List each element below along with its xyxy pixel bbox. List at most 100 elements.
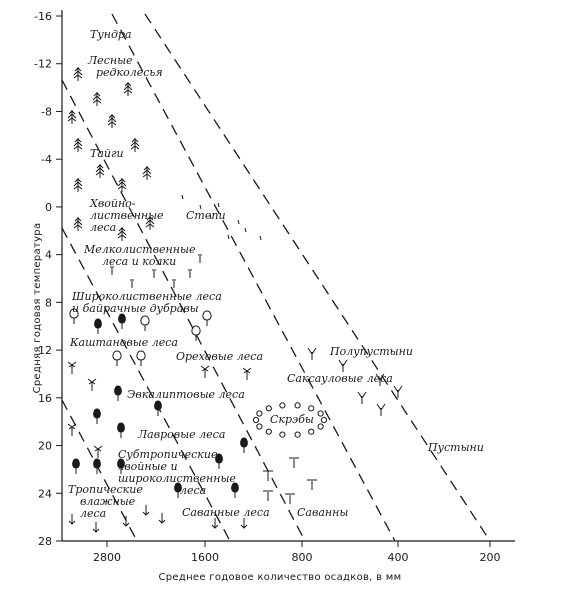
zone-label-eucalyptus: Эвкалиптовые леса [127, 388, 245, 401]
conifer-icon [92, 92, 102, 106]
zone-label-tundra: Тундра [90, 28, 132, 41]
y-tick-label: -16 [34, 10, 52, 23]
x-tick-label: 800 [292, 551, 313, 564]
saxaul-icon [357, 391, 367, 404]
zone-label-taiga: Тайги [90, 147, 124, 160]
conifer-icon [73, 217, 83, 231]
steppe-grass-icon [199, 204, 202, 210]
steppe-grass-icon [217, 202, 220, 208]
palm-icon [87, 378, 97, 391]
conifer-icon [142, 166, 152, 180]
savanna-woodland-icon [240, 518, 248, 529]
vegetation-symbols [67, 67, 403, 533]
conifer-icon [145, 216, 155, 230]
dark-tree-icon [94, 318, 102, 334]
scrub-marker [256, 410, 263, 417]
dark-tree-icon [117, 422, 125, 438]
palm-icon [67, 423, 77, 436]
y-tick-label: -4 [41, 153, 52, 166]
saxaul-icon [376, 403, 386, 416]
birch-icon [130, 279, 134, 288]
birch-icon [188, 269, 192, 278]
zone-label-steppe: Степи [186, 209, 226, 222]
zone-label-chestnut: Каштановые леса [69, 336, 178, 349]
y-tick-label: 8 [45, 296, 52, 309]
saxaul-icon [307, 347, 317, 360]
savanna-woodland-icon [211, 518, 219, 529]
divider-line [111, 13, 396, 542]
dark-tree-icon [118, 313, 126, 329]
divider-line [144, 13, 491, 542]
conifer-icon [73, 178, 83, 192]
zone-label-saxaul: Саксауловые леса [287, 372, 393, 385]
y-tick-label: 0 [45, 201, 52, 214]
y-tick-label: 20 [38, 440, 52, 453]
broadleaf-tree-icon [140, 315, 150, 331]
saxaul-icon [338, 359, 348, 372]
scrub-marker [294, 431, 301, 438]
birch-icon [110, 266, 114, 275]
savanna-tree-icon [307, 479, 317, 490]
dark-tree-icon [72, 458, 80, 474]
zone-label-scrub: Скрэбы [270, 413, 314, 426]
zone-label-small-leaved: Мелколиственные леса и колки [83, 243, 196, 268]
savanna-woodland-icon [68, 514, 76, 525]
zone-label-walnut: Ореховые леса [176, 350, 263, 363]
conifer-icon [123, 82, 133, 96]
broadleaf-tree-icon [202, 310, 212, 326]
zone-dividers [61, 13, 491, 542]
scrub-marker [308, 428, 315, 435]
axes [61, 10, 515, 542]
palm-icon [242, 367, 252, 380]
y-axis-title: Средняя годовая температура [32, 223, 43, 394]
zone-label-tropical: Тропические влажные леса [68, 483, 143, 520]
y-tick-label: 12 [38, 344, 52, 357]
x-tick-label: 2800 [93, 551, 121, 564]
scrub-marker [308, 405, 315, 412]
savanna-woodland-icon [122, 516, 130, 527]
steppe-grass-icon [244, 227, 247, 233]
divider-line [61, 227, 231, 542]
y-tick-label: 28 [38, 535, 52, 548]
dark-tree-icon [231, 482, 239, 498]
conifer-icon [107, 114, 117, 128]
scrub-marker [317, 410, 324, 417]
dark-tree-icon [240, 437, 248, 453]
dark-tree-icon [174, 482, 182, 498]
conifer-icon [117, 178, 127, 192]
zone-label-savanna-woodland: Саванные леса [182, 506, 270, 519]
dark-tree-icon [114, 385, 122, 401]
zone-label-desert: Пустыни [427, 441, 484, 454]
birch-icon [172, 279, 176, 288]
scrub-marker [265, 405, 272, 412]
savanna-woodland-icon [142, 505, 150, 516]
scrub-marker [256, 423, 263, 430]
broadleaf-tree-icon [136, 350, 146, 366]
palm-icon [67, 361, 77, 374]
dark-tree-icon [117, 458, 125, 474]
steppe-grass-icon [237, 219, 240, 225]
savanna-tree-icon [263, 470, 273, 481]
savanna-woodland-icon [92, 522, 100, 533]
birch-icon [198, 254, 202, 263]
conifer-icon [73, 138, 83, 152]
zone-label-open-woodland: Лесные редколесья [87, 54, 163, 79]
y-ticks: -16 -12 -8 -4 0 4 8 12 16 20 24 28 [34, 10, 62, 548]
scrub-marker [279, 431, 286, 438]
zone-label-laurel: Лавровые леса [137, 428, 225, 441]
conifer-icon [130, 138, 140, 152]
broadleaf-tree-icon [112, 350, 122, 366]
saxaul-icon [393, 385, 403, 398]
broadleaf-tree-icon [69, 308, 79, 324]
x-ticks: 2800 1600 800 400 200 [93, 541, 501, 564]
scrub-marker [317, 423, 324, 430]
palm-icon [200, 365, 210, 378]
divider-line [61, 79, 306, 542]
steppe-grass-icon [209, 214, 212, 220]
zone-label-savanna: Саванны [297, 506, 348, 519]
dark-tree-icon [93, 408, 101, 424]
y-tick-label: 4 [45, 249, 52, 262]
x-tick-label: 1600 [191, 551, 219, 564]
scrub-marker [320, 416, 328, 424]
